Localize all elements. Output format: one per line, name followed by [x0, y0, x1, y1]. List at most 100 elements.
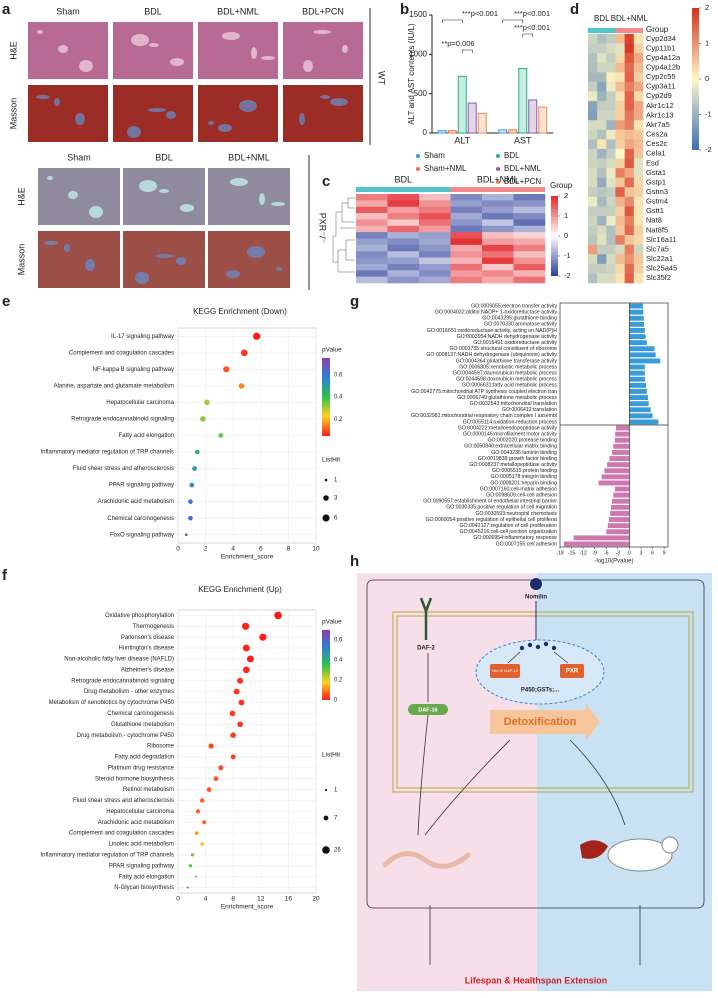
x-tick-label: 4 [231, 546, 235, 553]
y-tick-label: GO:0004032:alditol:NADP+ 1-oxidoreductas… [435, 310, 558, 316]
colorbar-tick-label: 0.4 [334, 395, 343, 401]
bar [629, 334, 646, 339]
y-tick-label: Arachidonic acid metabolism [98, 499, 174, 505]
heatmap-cell [624, 110, 635, 121]
x-tick-label: 16 [285, 896, 293, 903]
heatmap-cell [624, 91, 635, 102]
heatmap-cell [624, 120, 635, 131]
heatmap-cell [615, 158, 625, 169]
legend-label: BDL+NML [504, 164, 542, 173]
micrograph-feature [135, 272, 149, 284]
colorbar-tick-label: -1 [705, 109, 712, 118]
dot [246, 655, 254, 663]
bar [615, 425, 630, 431]
micrograph-feature [58, 45, 68, 53]
nhr8-node [490, 664, 520, 678]
arrow [553, 651, 569, 664]
heatmap-cell [387, 263, 420, 271]
bar [518, 67, 528, 134]
group-bar [588, 28, 616, 33]
dot [188, 515, 193, 521]
outcome-label: Lifespan & Healthspan Extension [465, 975, 608, 985]
bar [598, 480, 630, 486]
colorbar-tick-label: 1 [705, 38, 709, 47]
y-tick-label: Inflammatory mediator regulation of TRP … [40, 450, 174, 456]
bar [629, 364, 645, 370]
colorbar-tick-label: 0 [705, 74, 709, 83]
y-tick-label: Drug metabolism - other enzymes [84, 689, 174, 695]
heatmap-cell [356, 219, 388, 227]
y-tick-label: NF-kappa B signaling pathway [93, 367, 174, 373]
y-tick-label: Drug metabolism - cytochrome P450 [77, 733, 175, 739]
x-tick-label: -12 [580, 550, 587, 556]
bar [608, 517, 630, 522]
heatmap-cell [606, 101, 616, 111]
heatmap-cell [588, 62, 598, 73]
bar [508, 129, 518, 134]
heatmap-cell [588, 72, 598, 83]
y-tick-label: Alzheimer's disease [121, 667, 175, 673]
heatmap-cell [419, 244, 451, 252]
panel-label: e [2, 293, 10, 310]
bar [607, 462, 630, 468]
heatmap-cell [588, 273, 598, 284]
micrograph-feature [75, 113, 85, 125]
group-bar [615, 28, 643, 33]
dot [238, 383, 245, 389]
y-tick-label: Inflammatory mediator regulation of TRP … [40, 852, 174, 858]
heatmap-cell [387, 213, 420, 220]
dendrogram [332, 197, 355, 273]
row-label: Slc16a11 [646, 235, 677, 244]
heatmap-cell [482, 232, 514, 239]
heatmap-cell [597, 129, 607, 140]
group-bar [356, 187, 451, 192]
heatmap-cell [633, 129, 644, 140]
genotype-label: WT [377, 71, 387, 85]
heatmap-cell [597, 263, 607, 274]
micrograph [283, 85, 363, 142]
row-label: Slc7a5 [646, 244, 669, 253]
colorbar-tick-label: 0.4 [334, 658, 343, 664]
dot [233, 688, 240, 695]
heatmap-cell [482, 213, 514, 220]
heatmap-cell [624, 81, 635, 92]
heatmap-cell [513, 270, 546, 277]
row-label: Cyp4a12b [646, 63, 680, 72]
y-tick-label: GO:0009055:electron transfer activity [471, 303, 557, 309]
heatmap-cell [387, 206, 420, 214]
y-tick-label: Alanine, aspartate and glutamate metabol… [54, 383, 174, 389]
heatmap-cell [615, 129, 625, 140]
y-axis-label: ALT and AST contents (IU/L) [407, 23, 416, 125]
heatmap-cell [450, 194, 483, 201]
heatmap-cell [615, 196, 625, 207]
panel-label: d [570, 1, 579, 18]
dot [200, 842, 205, 846]
heatmap-cell [606, 235, 616, 245]
x-tick-label: 0 [176, 546, 180, 553]
bar [614, 486, 630, 492]
detox-arrow [490, 704, 600, 740]
y-tick-label: GO:0003954:NADH dehydrogenase activity [457, 334, 558, 340]
colorbar [692, 8, 699, 150]
legend-marker [496, 167, 500, 171]
heatmap-cell [633, 235, 644, 245]
heatmap-cell [624, 206, 635, 217]
y-tick-label: 500 [414, 89, 428, 98]
heatmap-cell [615, 62, 625, 73]
diagram-bg-right [537, 573, 712, 991]
heatmap-cell [624, 215, 635, 226]
heatmap-cell [633, 273, 644, 284]
row-label: Cyp4a12a [646, 53, 681, 62]
y-tick-label: GO:0016491:oxidoreductase activity [473, 340, 557, 346]
nomilin-icon [535, 644, 541, 650]
dot [229, 710, 236, 717]
bar [615, 431, 630, 437]
heatmap-cell [356, 213, 388, 220]
dot [188, 864, 193, 868]
bar [477, 112, 487, 134]
dot [218, 765, 224, 771]
heatmap-cell [588, 206, 598, 217]
row-label: Slc22a1 [646, 254, 673, 263]
heatmap-cell [356, 257, 388, 265]
panel-label: b [400, 1, 409, 18]
